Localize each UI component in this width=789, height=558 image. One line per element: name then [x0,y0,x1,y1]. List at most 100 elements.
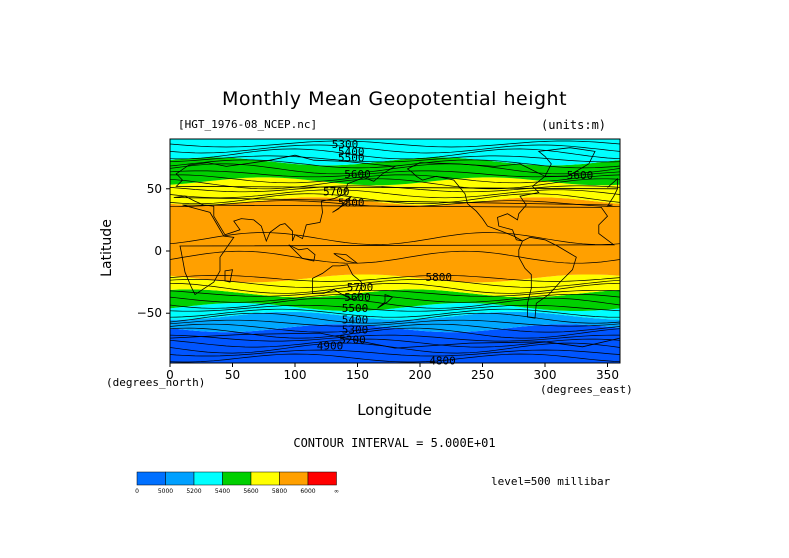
contour-line [170,232,620,245]
x-tick-label: 100 [284,368,307,382]
contour-labels: 5300540055005600570058005600580057005600… [317,138,594,368]
contour-label: 5300 [332,138,359,151]
contour-line [170,297,620,309]
x-tick-label: 300 [534,368,557,382]
shading-band [170,303,620,320]
contour-line [170,250,620,264]
contour-label: 5500 [342,302,369,315]
contour-label: 5500 [338,152,365,165]
contour-line [170,353,620,363]
contour-line [170,308,620,318]
coastline [537,147,596,177]
contour-line [170,144,620,154]
contour-label: 5200 [339,333,366,346]
contour-line [170,289,620,297]
contour-label: 4800 [429,355,456,368]
contour-line [170,178,620,190]
y-axis-unit-label: (degrees_north) [106,376,206,389]
coastline [312,264,362,300]
contour-line [170,342,620,354]
contour-line [170,189,620,199]
contour-line [170,155,620,163]
coastline [518,236,577,319]
contour-line [170,174,620,184]
contour-label: 4900 [317,340,344,353]
colorbar: 0 5000 5200 5400 5600 5800 6000 ∞ [135,471,339,495]
contour-line [170,327,620,339]
contour-label: 5600 [344,291,371,304]
contour-interval-text: CONTOUR INTERVAL = 5.000E+01 [293,436,496,450]
colorbar-swatch [165,471,195,486]
contour-line [170,193,620,205]
shading-band [170,274,620,298]
contour-line [170,349,620,357]
colorbar-swatch [222,471,252,486]
y-tick-label: −50 [137,306,162,320]
colorbar-label: 5600 [243,488,258,495]
colorbar-swatch [250,471,280,486]
y-tick-label: 50 [147,182,162,196]
colorbar-label: 5200 [186,488,201,495]
units-label: (units:m) [541,118,607,132]
shading-band [170,139,620,166]
contour-label: 5400 [342,313,369,326]
coastline [224,269,234,283]
x-tick-label: 150 [346,368,369,382]
colorbar-swatch [193,471,223,486]
contour-label: 5800 [426,271,453,284]
colorbar-label: 6000 [300,488,315,495]
contour-line [170,140,620,148]
contour-label: 5700 [323,185,350,198]
colorbar-swatch [136,471,166,486]
contour-label: 5600 [344,168,371,181]
contour-line [170,319,620,327]
y-tick-label: 0 [154,244,162,258]
shading-band [170,197,620,283]
coastline [607,177,618,189]
x-axis-unit-label: (degrees_east) [540,383,633,396]
x-tick-label: 200 [409,368,432,382]
x-axis-label: Longitude [357,401,432,419]
level-text: level=500 millibar [491,475,611,488]
coastline [333,253,358,264]
contour-line [170,163,620,175]
x-tick-label: 350 [596,368,619,382]
contour-label: 5600 [567,169,594,182]
chart-title: Monthly Mean Geopotential height [221,88,568,110]
contour-line [170,304,620,312]
colorbar-swatch [279,471,309,486]
contour-line [170,334,620,342]
contour-label: 5800 [338,196,365,209]
coastlines [170,147,620,349]
contour-line [170,312,620,324]
coastline [377,294,394,309]
contour-label: 5300 [342,323,369,336]
colorbar-label: ∞ [334,488,339,495]
coastline [179,204,615,296]
shading-band [170,157,620,186]
contour-line [170,323,620,333]
contour-line [170,279,620,288]
shading-band [170,177,620,206]
colorbar-label: 5800 [272,488,287,495]
colorbar-label: 0 [135,488,139,495]
contour-label: 5700 [347,281,374,294]
coastline [173,154,619,243]
axis-ticks: 0 50 100 150 200 250 300 350 50 0 −50 [137,182,619,382]
coastline [170,332,620,349]
contour-line [170,200,620,208]
colorbar-label: 5000 [158,488,173,495]
coastline [332,195,352,213]
x-tick-label: 250 [471,368,494,382]
colorbar-label: 5400 [215,488,230,495]
coastline [288,244,316,262]
contour-line [170,282,620,294]
x-tick-label: 50 [225,368,240,382]
file-label: [HGT_1976-08_NCEP.nc] [178,118,318,131]
colorbar-swatch [307,471,337,486]
x-tick-label: 0 [166,368,174,382]
contour-line [170,275,620,282]
contour-label: 5400 [338,145,365,158]
contour-line [170,293,620,303]
